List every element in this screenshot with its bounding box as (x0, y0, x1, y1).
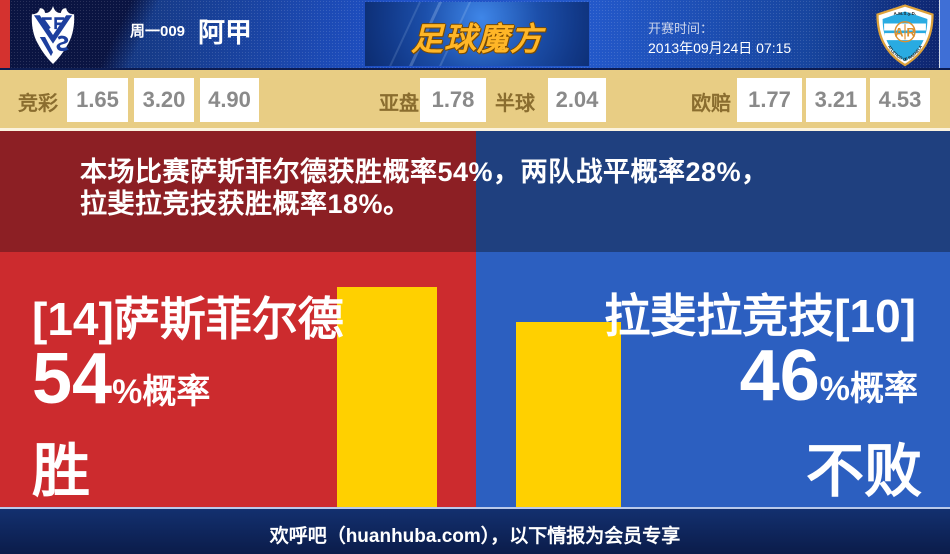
svg-text:A.M.S.y.D.: A.M.S.y.D. (894, 11, 917, 16)
